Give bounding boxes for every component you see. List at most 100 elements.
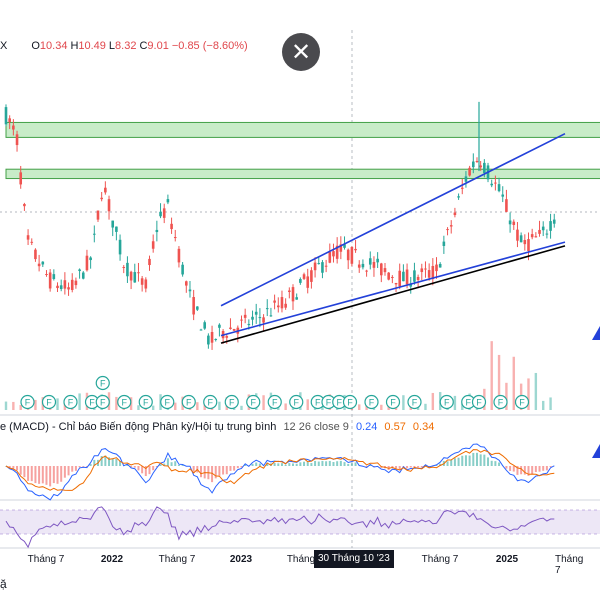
event-marker-letter: F [122,398,128,408]
macd-histogram-bar [457,457,460,466]
macd-histogram-bar [200,466,203,478]
macd-histogram-bar [284,464,287,466]
candle-body [67,287,70,290]
candle-body [251,316,254,320]
candle-body [302,274,306,279]
macd-histogram-bar [74,466,77,471]
candle-body [468,167,471,176]
macd-histogram-bar [417,466,420,468]
candle-body [475,160,479,162]
candle-body [376,258,379,263]
event-marker-icon [160,394,175,410]
candle-body [288,290,291,292]
candle-body [23,204,26,207]
event-marker-letter: F [519,398,525,408]
macd-histogram-bar [512,466,515,472]
candle-body [162,208,166,218]
candle-body [96,210,100,220]
macd-histogram-bar [148,466,151,475]
macd-histogram-bar [60,466,63,482]
candle-body [247,323,251,326]
candle-body [4,107,8,125]
candle-body [516,229,519,241]
event-marker-icon [95,375,110,391]
macd-histogram-bar [16,466,19,471]
volume-bar [12,401,15,410]
event-marker-icon [20,394,35,410]
ohlc-legend: X O 10.34 H 10.49 L 8.32 C 9.01 −0.85 (−… [0,36,251,56]
candle-body [361,263,365,268]
macd-pane [5,443,556,501]
candle-body [41,261,45,265]
macd-histogram-bar [369,465,372,466]
candle-body [262,317,265,323]
candle-body [453,212,457,216]
event-marker-icon [385,394,401,410]
macd-histogram-bar [306,462,309,466]
volume-bar [306,399,309,410]
event-marker-letter: F [186,398,192,408]
candle-body [37,263,41,267]
macd-histogram-bar [347,463,350,466]
close-button[interactable]: ✕ [282,33,320,71]
candle-body [295,297,298,300]
rsi-pane [0,506,600,549]
macd-histogram-bar [317,461,320,466]
x-tick: Tháng 7 [158,554,196,565]
macd-histogram-bar [505,466,508,469]
macd-histogram-bar [339,460,342,466]
macd-histogram-bar [255,462,258,466]
macd-histogram-bar [509,466,512,471]
event-marker-letter: F [347,398,353,408]
candle-body [552,219,556,224]
volume-bar [542,400,545,410]
candle-body [538,229,541,234]
macd-value: 0.24 [355,421,378,433]
macd-histogram-bar [130,466,133,468]
event-marker-icon [364,394,379,410]
macd-histogram-bar [350,463,353,466]
macd-histogram-bar [85,466,88,467]
event-marker-letter: F [498,398,504,408]
corner-glyph: ặ [0,577,7,591]
candle-body [280,297,284,309]
macd-histogram-bar [192,466,195,472]
candle-body [431,265,435,280]
symbol-label[interactable]: X [0,40,8,52]
macd-histogram-bar [93,459,96,466]
candle-body [214,338,218,340]
macd-histogram-bar [446,461,449,466]
macd-histogram-bar [67,466,70,476]
candle-body [479,165,482,168]
macd-histogram-bar [222,466,225,475]
event-marker-letter: F [272,398,278,408]
macd-histogram-bar [343,462,346,466]
trend-lines[interactable] [220,132,566,344]
event-marker-icon [471,394,487,410]
macd-histogram-bar [428,466,431,467]
x-tick: 2025 [495,554,519,565]
volume-bar [284,403,287,410]
candle-body [74,280,78,286]
candle-body [380,263,383,276]
candle-body [243,314,247,318]
macd-histogram-bar [461,455,464,466]
rsi-band [0,510,600,534]
macd-title: e (MACD) - Chỉ báo Biến động Phân kỳ/Hội… [0,421,277,433]
volume-bar [78,393,81,410]
time-axis[interactable]: Tháng 7 2022 Tháng 7 2023 Tháng Tháng 7 … [0,550,600,576]
candle-body [122,267,126,269]
candle-body [34,249,37,260]
event-marker-icon [267,394,282,410]
candle-body [126,262,129,277]
macd-legend[interactable]: e (MACD) - Chỉ báo Biến động Phân kỳ/Hội… [0,421,434,433]
event-marker-letter: F [294,398,300,408]
candle-body [70,279,74,290]
candle-body [457,196,460,198]
event-marker-letter: F [100,398,106,408]
candle-body [284,303,287,308]
macd-histogram-bar [549,466,552,468]
candle-body [541,226,545,231]
macd-histogram-bar [258,463,261,466]
